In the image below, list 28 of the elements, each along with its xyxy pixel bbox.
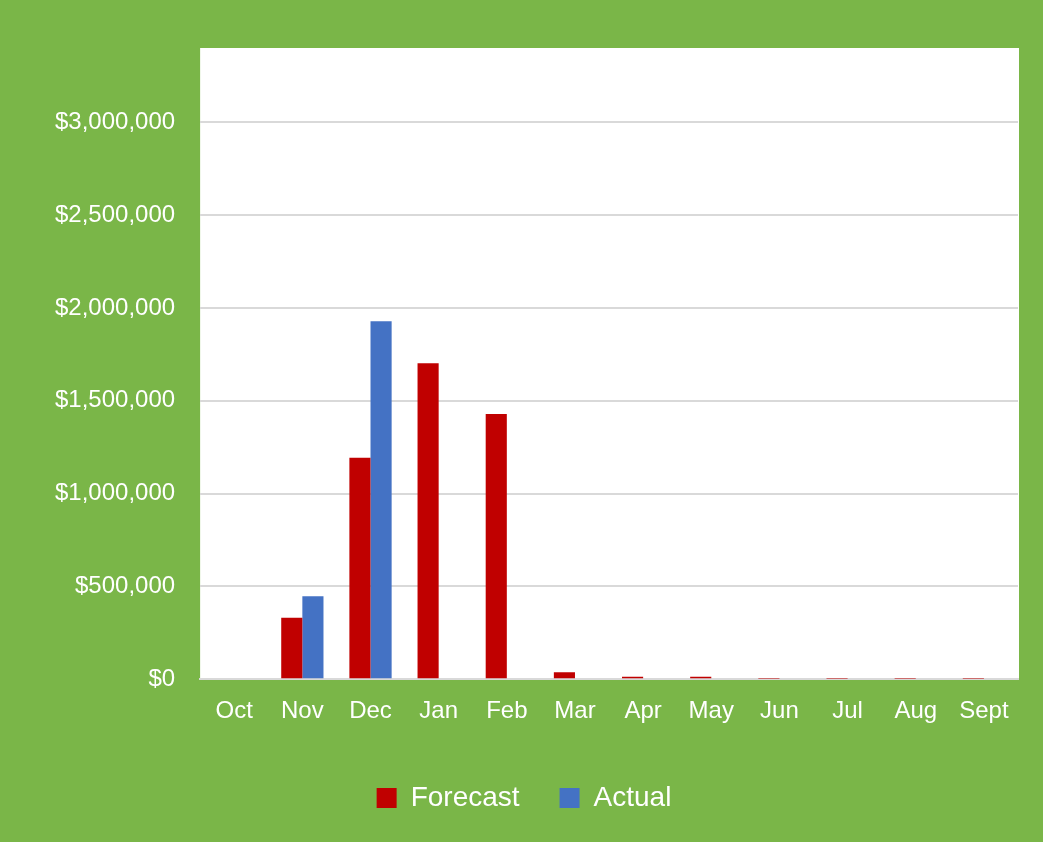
x-tick-label: Apr (624, 696, 662, 724)
x-tick-label: May (688, 696, 734, 724)
x-tick-label: Mar (554, 696, 596, 724)
y-tick-label: $1,500,000 (54, 385, 176, 413)
bar (485, 413, 507, 679)
x-tick-label: Jan (419, 696, 459, 724)
x-tick-label: Aug (894, 696, 938, 724)
bar (417, 363, 439, 679)
bar (553, 672, 575, 679)
y-tick-label: $2,500,000 (54, 199, 176, 227)
x-tick-label: Sept (959, 696, 1009, 724)
bar (349, 457, 371, 679)
x-tick-label: Nov (281, 696, 324, 724)
y-tick-label: $2,000,000 (54, 292, 176, 320)
y-tick-label: $3,000,000 (54, 106, 176, 134)
x-tick-label: Oct (215, 696, 254, 724)
y-tick-label: $1,000,000 (54, 478, 176, 506)
bar (302, 596, 324, 679)
x-tick-label: Jun (760, 696, 799, 724)
y-tick-label: $0 (148, 663, 176, 691)
bar (370, 321, 392, 679)
x-tick-label: Dec (349, 696, 392, 724)
legend-label: Forecast (410, 780, 520, 812)
x-tick-label: Feb (486, 696, 528, 724)
legend-label: Actual (593, 780, 672, 812)
bar (281, 617, 303, 679)
x-tick-label: Jul (832, 696, 863, 724)
y-tick-label: $500,000 (75, 571, 176, 598)
